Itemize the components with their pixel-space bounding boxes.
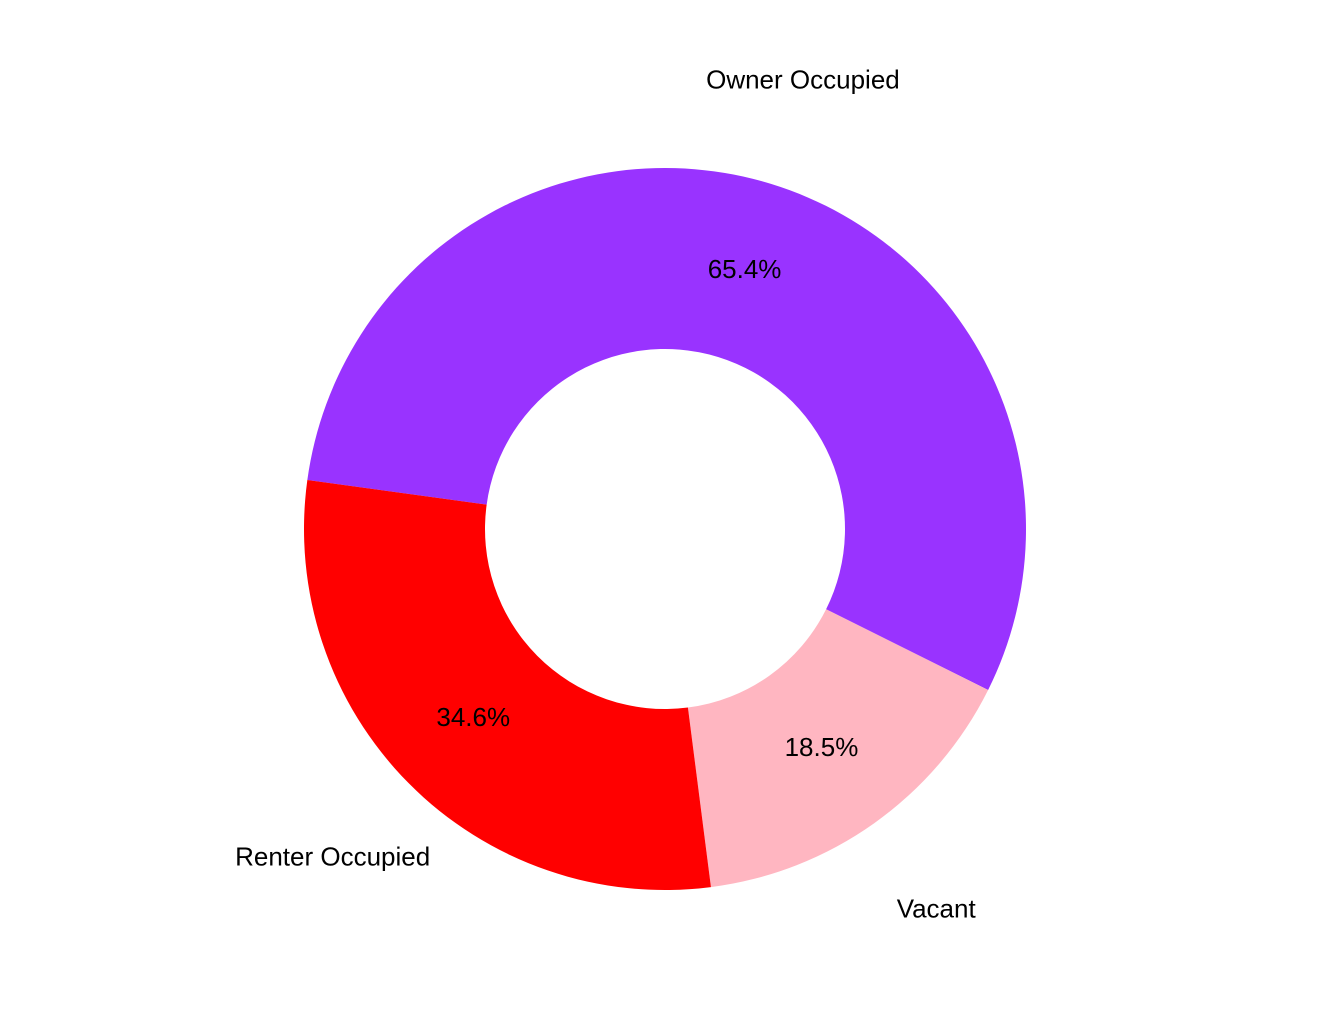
category-label: Owner Occupied	[706, 65, 900, 95]
value-label: 18.5%	[785, 732, 859, 762]
donut-slice	[307, 167, 1026, 690]
value-label: 65.4%	[708, 254, 782, 284]
category-label: Vacant	[897, 893, 977, 923]
donut-slice	[687, 609, 989, 888]
value-label: 34.6%	[436, 702, 510, 732]
donut-slice	[304, 480, 711, 890]
category-label: Renter Occupied	[235, 841, 430, 871]
